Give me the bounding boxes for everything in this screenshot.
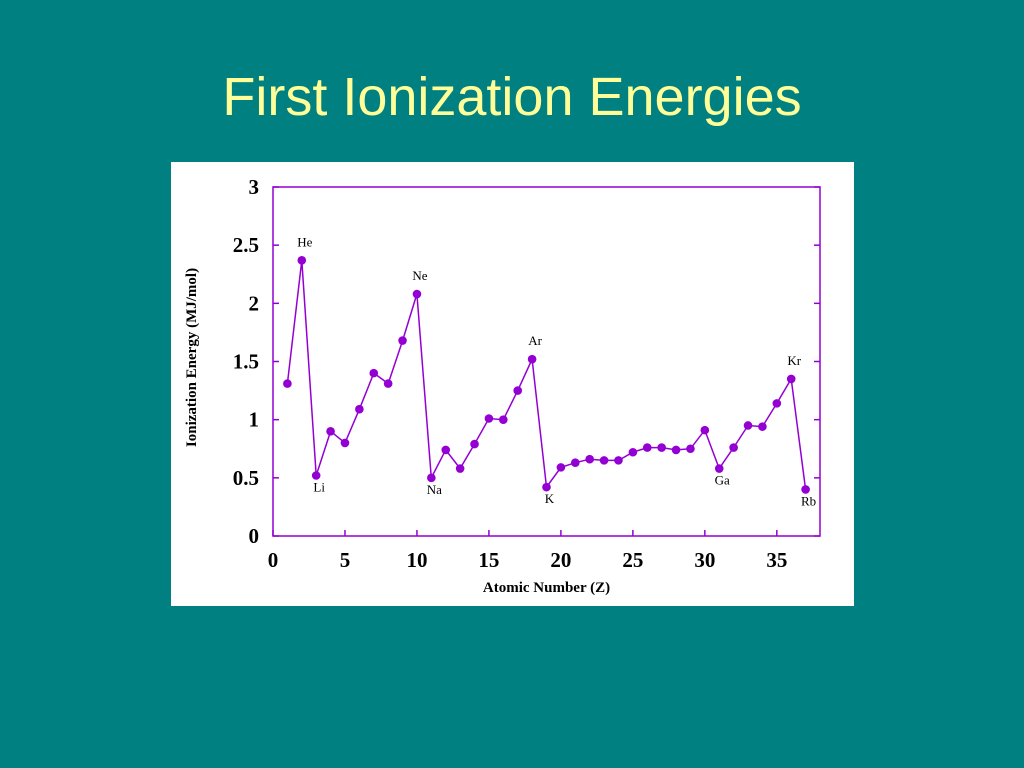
x-tick-label: 15 xyxy=(478,548,499,572)
y-tick-label: 2 xyxy=(249,291,260,315)
x-tick-label: 20 xyxy=(550,548,571,572)
data-points xyxy=(283,255,810,494)
y-tick-label: 1 xyxy=(249,408,260,432)
x-tick-label: 10 xyxy=(406,548,427,572)
y-tick-label: 2.5 xyxy=(233,233,259,257)
element-label: Ar xyxy=(528,333,542,348)
data-point xyxy=(326,427,335,436)
ionization-energy-chart: 00.511.522.530 5 10 15 20 25 30 35 Atomic Numbe… xyxy=(184,175,821,596)
element-label: Ga xyxy=(715,473,730,488)
x-tick-label: 35 xyxy=(766,548,787,572)
data-point xyxy=(455,464,465,473)
data-point xyxy=(729,443,738,452)
data-point xyxy=(398,336,407,345)
data-point xyxy=(570,458,580,468)
element-annotations: He Li Ne Na Ar K Ga Kr Rb xyxy=(297,234,816,508)
data-point xyxy=(585,454,594,464)
data-point xyxy=(311,471,321,480)
data-point xyxy=(614,456,623,465)
data-point xyxy=(470,439,479,449)
y-tick-label: 1.5 xyxy=(233,350,259,374)
data-point xyxy=(657,443,666,452)
element-label: Na xyxy=(427,482,442,497)
chart-panel: 0 0.5 1 1.5 2 2.5 3 0 5 10 15 20 25 30 35 Atomic Numbe… xyxy=(171,162,854,606)
data-point xyxy=(628,447,638,457)
data-point xyxy=(700,425,710,435)
x-tick-label: 25 xyxy=(622,548,643,572)
data-point xyxy=(758,422,767,431)
x-tick-label: 5 xyxy=(340,548,351,572)
element-label: Kr xyxy=(787,353,801,368)
data-point xyxy=(786,374,796,384)
data-point xyxy=(283,379,292,388)
data-point xyxy=(772,399,782,408)
data-point xyxy=(441,445,451,455)
data-point xyxy=(297,255,307,265)
x-tick-label: 0 xyxy=(268,548,279,572)
element-label: K xyxy=(545,491,555,506)
data-point xyxy=(743,421,753,430)
y-tick-label: 0.5 xyxy=(233,466,259,490)
data-point xyxy=(542,482,551,492)
element-label: Ne xyxy=(412,268,427,283)
data-point xyxy=(499,415,508,424)
x-axis-title: Atomic Number (Z) xyxy=(483,580,610,596)
element-label: He xyxy=(297,234,312,249)
slide-title: First Ionization Energies xyxy=(222,67,802,127)
y-tick-label: 0 xyxy=(249,524,260,548)
x-tick-label: 30 xyxy=(694,548,715,572)
data-point xyxy=(427,473,436,483)
data-point xyxy=(355,404,364,414)
data-point xyxy=(714,464,724,473)
data-point xyxy=(383,379,393,388)
data-point xyxy=(369,368,379,378)
data-point xyxy=(686,444,695,454)
axis-tick-labels: 00.511.522.530 5 10 15 20 25 30 35 xyxy=(233,175,788,572)
data-point xyxy=(527,354,537,364)
element-label: Li xyxy=(313,480,325,495)
element-label: Rb xyxy=(801,493,816,508)
data-point xyxy=(513,386,523,395)
y-axis-title: Ionization Energy (MJ/mol) xyxy=(184,268,200,447)
series-line xyxy=(286,260,807,490)
data-point xyxy=(599,456,609,465)
axis-ticks xyxy=(272,186,820,537)
data-point xyxy=(671,445,681,455)
data-point xyxy=(642,443,652,452)
data-point xyxy=(484,414,494,423)
data-point xyxy=(801,485,810,494)
y-tick-label: 3 xyxy=(249,175,260,199)
data-point xyxy=(556,463,566,472)
data-point xyxy=(412,289,422,299)
data-point xyxy=(340,438,350,448)
